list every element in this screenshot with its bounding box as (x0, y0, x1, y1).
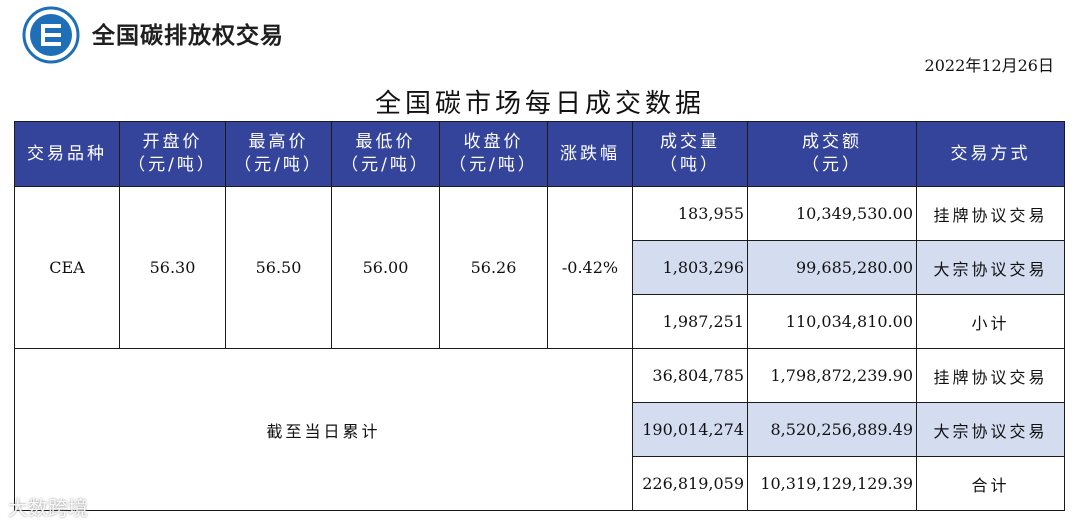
header-amount: 成交额 （元） (747, 121, 917, 187)
header-close: 收盘价 （元/吨） (439, 121, 548, 187)
header-high: 最高价 （元/吨） (225, 121, 332, 187)
amount-cell: 110,034,810.00 (747, 294, 917, 349)
cumulative-label-cell: 截至当日累计 (14, 348, 633, 511)
open-price-cell: 56.30 (119, 186, 226, 349)
volume-cell: 226,819,059 (632, 456, 748, 511)
exchange-logo-icon (22, 6, 80, 64)
table-header-row: 交易品种 开盘价 （元/吨） 最高价 （元/吨） 最低价 （元/吨） 收盘价 （元/吨）… (14, 121, 1065, 187)
watermark: 大数跨境 (8, 496, 88, 520)
amount-cell: 1,798,872,239.90 (747, 348, 917, 403)
close-price-cell: 56.26 (439, 186, 548, 349)
volume-cell: 1,987,251 (632, 294, 748, 349)
volume-cell: 1,803,296 (632, 240, 748, 295)
header-change: 涨跌幅 (547, 121, 633, 187)
method-cell: 挂牌协议交易 (916, 186, 1065, 241)
header-low: 最低价 （元/吨） (331, 121, 440, 187)
header-open: 开盘价 （元/吨） (119, 121, 226, 187)
method-cell: 合计 (916, 456, 1065, 511)
volume-cell: 36,804,785 (632, 348, 748, 403)
page-title: 全国碳市场每日成交数据 (374, 89, 705, 119)
amount-cell: 99,685,280.00 (747, 240, 917, 295)
amount-cell: 8,520,256,889.49 (747, 402, 917, 457)
method-cell: 挂牌协议交易 (916, 348, 1065, 403)
method-cell: 小计 (916, 294, 1065, 349)
report-date: 2022年12月26日 (924, 56, 1054, 75)
table-row: 截至当日累计 36,804,785 1,798,872,239.90 挂牌协议交… (14, 348, 1065, 511)
low-price-cell: 56.00 (331, 186, 440, 349)
volume-cell: 190,014,274 (632, 402, 748, 457)
header-method: 交易方式 (916, 121, 1065, 187)
method-cell: 大宗协议交易 (916, 240, 1065, 295)
change-cell: -0.42% (547, 186, 633, 349)
method-cell: 大宗协议交易 (916, 402, 1065, 457)
header-product: 交易品种 (14, 121, 120, 187)
amount-cell: 10,319,129,129.39 (747, 456, 917, 511)
volume-cell: 183,955 (632, 186, 748, 241)
table-row: 226,819,059 10,319,129,129.39 合计 (15, 456, 1065, 511)
header-volume: 成交量 （吨） (632, 121, 748, 187)
high-price-cell: 56.50 (225, 186, 332, 349)
table-row: 190,014,274 8,520,256,889.49 大宗协议交易 (15, 402, 1065, 457)
table-row: CEA 56.30 56.50 56.00 56.26 -0.42% 183,9… (14, 186, 1065, 349)
trading-data-table: 交易品种 开盘价 （元/吨） 最高价 （元/吨） 最低价 （元/吨） 收盘价 （元/吨）… (14, 121, 1065, 511)
amount-cell: 10,349,530.00 (747, 186, 917, 241)
product-cell: CEA (14, 186, 120, 349)
brand-name: 全国碳排放权交易 (92, 23, 284, 49)
table-row: 1,803,296 99,685,280.00 大宗协议交易 (15, 240, 1065, 295)
